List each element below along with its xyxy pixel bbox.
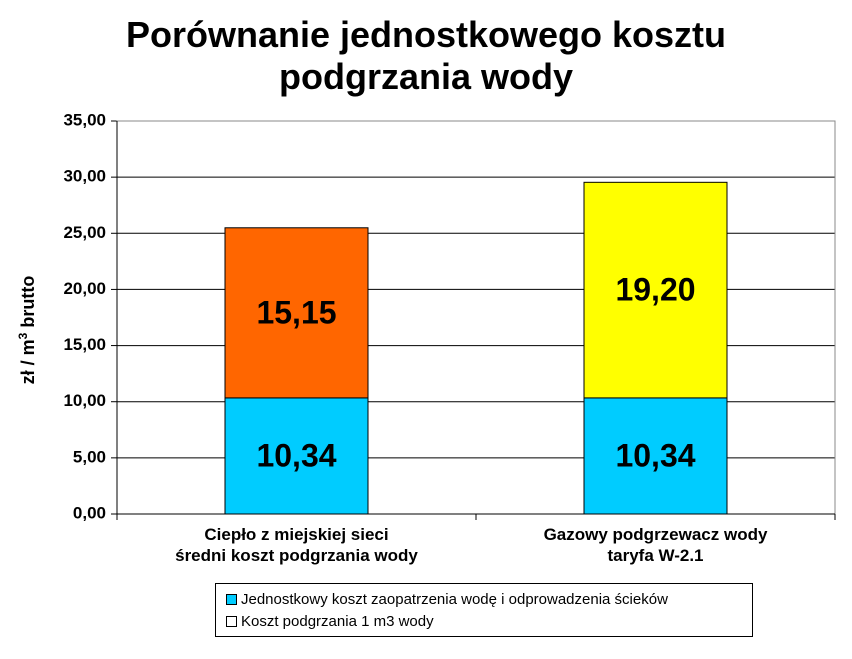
chart-title: Porównanie jednostkowego kosztu podgrzan… xyxy=(0,14,852,98)
x-category-label: taryfa W-2.1 xyxy=(607,546,703,565)
bar-value-label: 15,15 xyxy=(256,294,336,330)
y-tick-label: 10,00 xyxy=(63,391,106,410)
bars: 10,34 15,15 10,34 19,20 xyxy=(224,181,728,515)
bar-value-label: 19,20 xyxy=(615,272,695,308)
y-axis-title-tail: brutto xyxy=(18,276,38,333)
y-tick-label: 15,00 xyxy=(63,335,106,354)
bar-segment xyxy=(583,181,728,399)
legend-swatch-water-cost xyxy=(226,593,237,605)
chart-title-line-1: Porównanie jednostkowego kosztu xyxy=(125,14,727,55)
x-category-label: średni koszt podgrzania wody xyxy=(175,546,418,565)
y-tick-label: 25,00 xyxy=(63,223,106,242)
bar-value-label: 10,34 xyxy=(615,437,695,473)
legend-item-heating-cost: Koszt podgrzania 1 m3 wody xyxy=(226,610,752,632)
y-tick-label: 30,00 xyxy=(63,167,106,186)
y-axis-title: zł / m3 brutto xyxy=(16,276,38,385)
y-tick-label: 0,00 xyxy=(73,503,106,522)
legend-item-water-cost: Jednostkowy koszt zaopatrzenia wodę i od… xyxy=(226,588,752,610)
bar-chart: 10,34 15,15 10,34 19,20 0,00 5,00 10,00 15,00 2… xyxy=(16,110,836,565)
legend-label-heating-cost: Koszt podgrzania 1 m3 wody xyxy=(241,612,434,630)
bar-segment xyxy=(224,397,369,515)
y-axis-title-main: zł / m xyxy=(18,339,38,384)
y-tick-label: 20,00 xyxy=(63,279,106,298)
bar-segment xyxy=(583,397,728,515)
x-category-label: Gazowy podgrzewacz wody xyxy=(544,525,768,544)
y-axis-title-sup: 3 xyxy=(16,332,30,339)
chart-title-line-2: podgrzania wody xyxy=(278,56,573,97)
y-tick-label: 35,00 xyxy=(63,110,106,129)
x-category-label: Ciepło z miejskiej sieci xyxy=(204,525,388,544)
y-tick-label: 5,00 xyxy=(73,447,106,466)
bar-segment xyxy=(224,227,369,399)
legend-label-water-cost: Jednostkowy koszt zaopatrzenia wodę i od… xyxy=(241,590,668,608)
bar-value-label: 10,34 xyxy=(256,437,336,473)
legend-swatch-heating-cost xyxy=(226,615,237,627)
legend: Jednostkowy koszt zaopatrzenia wodę i od… xyxy=(215,583,753,637)
axes: 0,00 5,00 10,00 15,00 20,00 25,00 30,00 35,00 Ci… xyxy=(63,110,836,565)
